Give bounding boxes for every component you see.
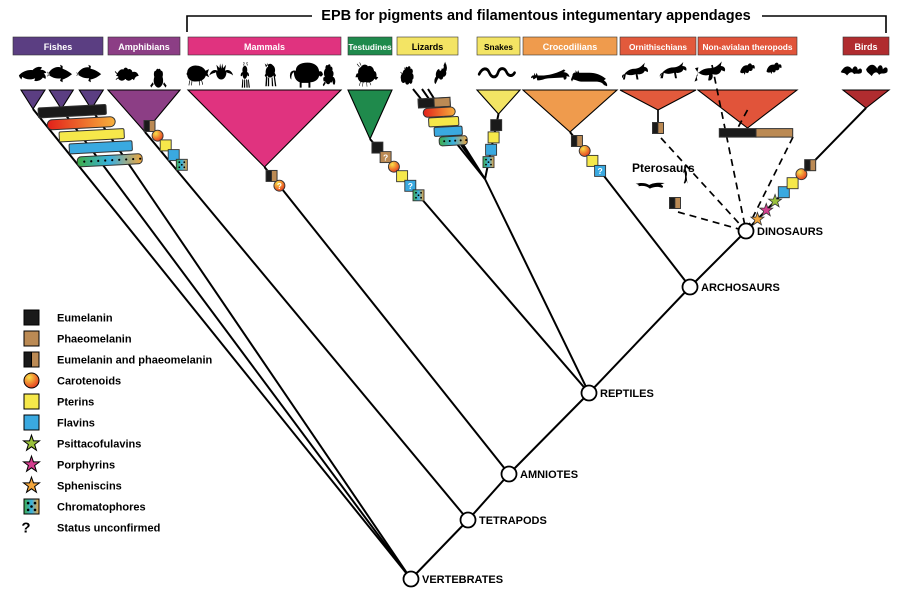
svg-text:?: ? [597,166,602,176]
svg-text:?: ? [21,520,30,537]
svg-text:?: ? [277,182,282,191]
svg-text:Ornithischians: Ornithischians [629,42,687,52]
svg-text:Birds: Birds [854,42,877,52]
svg-text:Lizards: Lizards [412,42,444,52]
svg-text:Carotenoids: Carotenoids [57,376,121,388]
svg-text:Porphyrins: Porphyrins [57,460,115,472]
svg-text:DINOSAURS: DINOSAURS [757,226,823,238]
svg-text:Phaeomelanin: Phaeomelanin [57,334,132,346]
svg-text:Snakes: Snakes [484,42,513,52]
svg-text:Amphibians: Amphibians [118,42,170,52]
svg-text:Chromatophores: Chromatophores [57,502,146,514]
svg-text:Pterins: Pterins [57,397,94,409]
svg-text:Flavins: Flavins [57,418,95,430]
svg-text:Eumelanin and phaeomelanin: Eumelanin and phaeomelanin [57,355,213,367]
svg-text:Testudines: Testudines [348,42,392,52]
svg-text:?: ? [408,181,413,191]
svg-text:Status unconfirmed: Status unconfirmed [57,523,160,535]
svg-text:Non-avialan theropods: Non-avialan theropods [703,42,793,52]
svg-text:Spheniscins: Spheniscins [57,481,122,493]
svg-text:Fishes: Fishes [44,42,73,52]
svg-text:ARCHOSAURS: ARCHOSAURS [701,282,780,294]
svg-text:Mammals: Mammals [244,42,285,52]
svg-text:Psittacofulavins: Psittacofulavins [57,439,141,451]
svg-text:?: ? [383,152,388,162]
svg-text:TETRAPODS: TETRAPODS [479,515,547,527]
svg-text:REPTILES: REPTILES [600,388,654,400]
svg-text:VERTEBRATES: VERTEBRATES [422,574,503,586]
svg-text:EPB for pigments and filamento: EPB for pigments and filamentous integum… [321,8,750,24]
svg-text:Crocodilians: Crocodilians [543,42,598,52]
svg-text:AMNIOTES: AMNIOTES [520,469,578,481]
svg-text:Eumelanin: Eumelanin [57,313,113,325]
